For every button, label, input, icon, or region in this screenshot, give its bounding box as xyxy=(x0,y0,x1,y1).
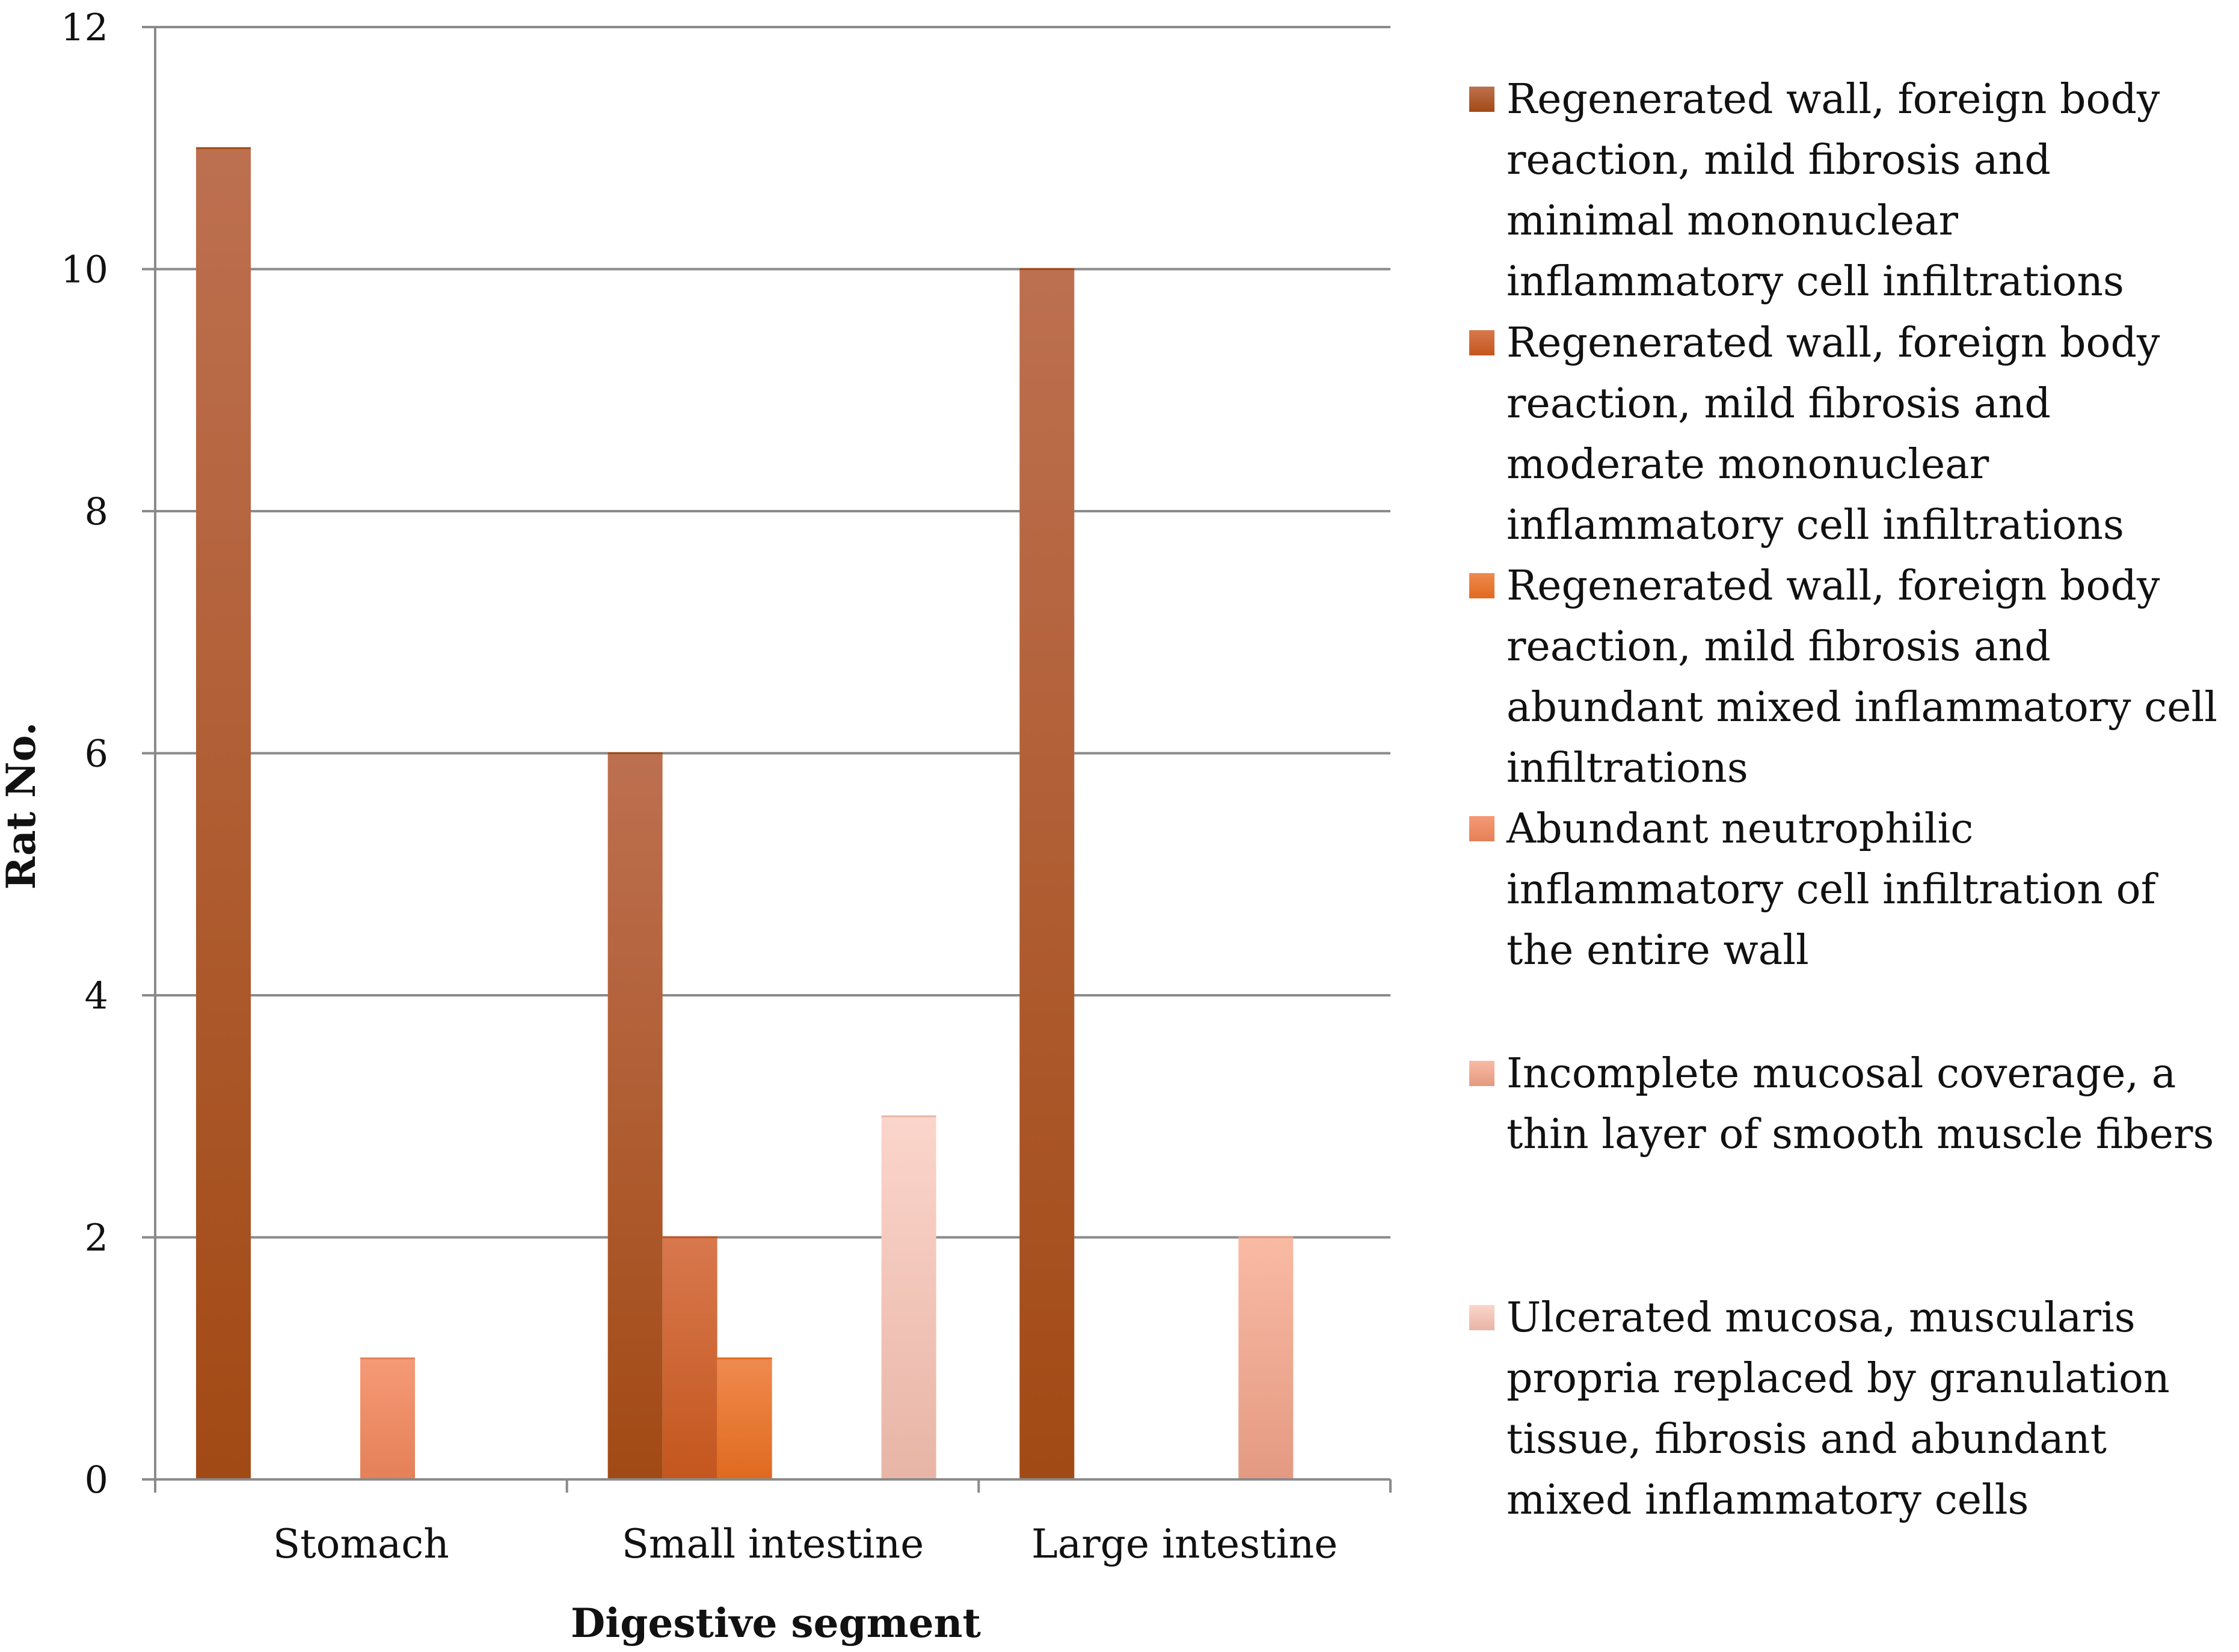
x-category-labels: Stomach Small intestine Large intestine xyxy=(273,1521,1338,1567)
legend-label: Ulcerated mucosa, muscularis propria repl… xyxy=(1506,1294,2170,1524)
x-category-label: Large intestine xyxy=(1031,1521,1338,1567)
x-category-label: Small intestine xyxy=(622,1521,924,1567)
y-axis-title: Rat No. xyxy=(0,722,45,890)
bar xyxy=(881,1116,936,1479)
bar xyxy=(717,1358,772,1479)
y-tick-label: 0 xyxy=(85,1458,108,1502)
bars xyxy=(154,147,1392,1493)
y-tick-labels: 0 2 4 6 8 10 12 xyxy=(61,5,108,1502)
legend-label: Regenerated wall, foreign body reaction, … xyxy=(1506,319,2160,549)
gridlines xyxy=(142,26,1390,1481)
y-tick-label: 6 xyxy=(85,732,108,776)
bar xyxy=(607,753,663,1479)
legend-label: Regenerated wall, foreign body reaction, … xyxy=(1506,76,2160,306)
legend-swatch xyxy=(1469,1305,1494,1330)
y-tick-label: 8 xyxy=(85,490,108,533)
y-tick-label: 4 xyxy=(85,974,108,1018)
y-tick-label: 10 xyxy=(61,248,108,292)
legend-swatch xyxy=(1469,573,1494,598)
y-tick-label: 2 xyxy=(85,1216,108,1260)
legend-swatch xyxy=(1469,330,1494,355)
x-axis-title: Digestive segment xyxy=(571,1600,981,1647)
axes xyxy=(154,27,1390,1481)
y-tick-label: 12 xyxy=(61,5,108,49)
legend: Regenerated wall, foreign body reaction, … xyxy=(1469,76,2217,1524)
legend-label: Regenerated wall, foreign body reaction, … xyxy=(1506,562,2217,792)
bar xyxy=(1019,269,1075,1479)
bar xyxy=(1238,1237,1294,1479)
x-category-label: Stomach xyxy=(273,1521,449,1567)
bar xyxy=(360,1358,415,1479)
legend-swatch xyxy=(1469,87,1494,112)
bar xyxy=(196,148,251,1479)
legend-swatch xyxy=(1469,1061,1494,1086)
legend-swatch xyxy=(1469,816,1494,841)
legend-label: Abundant neutrophilic inflammatory cell i… xyxy=(1506,805,2159,974)
bar xyxy=(662,1237,717,1479)
legend-label: Incomplete mucosal coverage, a thin layer… xyxy=(1506,1050,2214,1158)
